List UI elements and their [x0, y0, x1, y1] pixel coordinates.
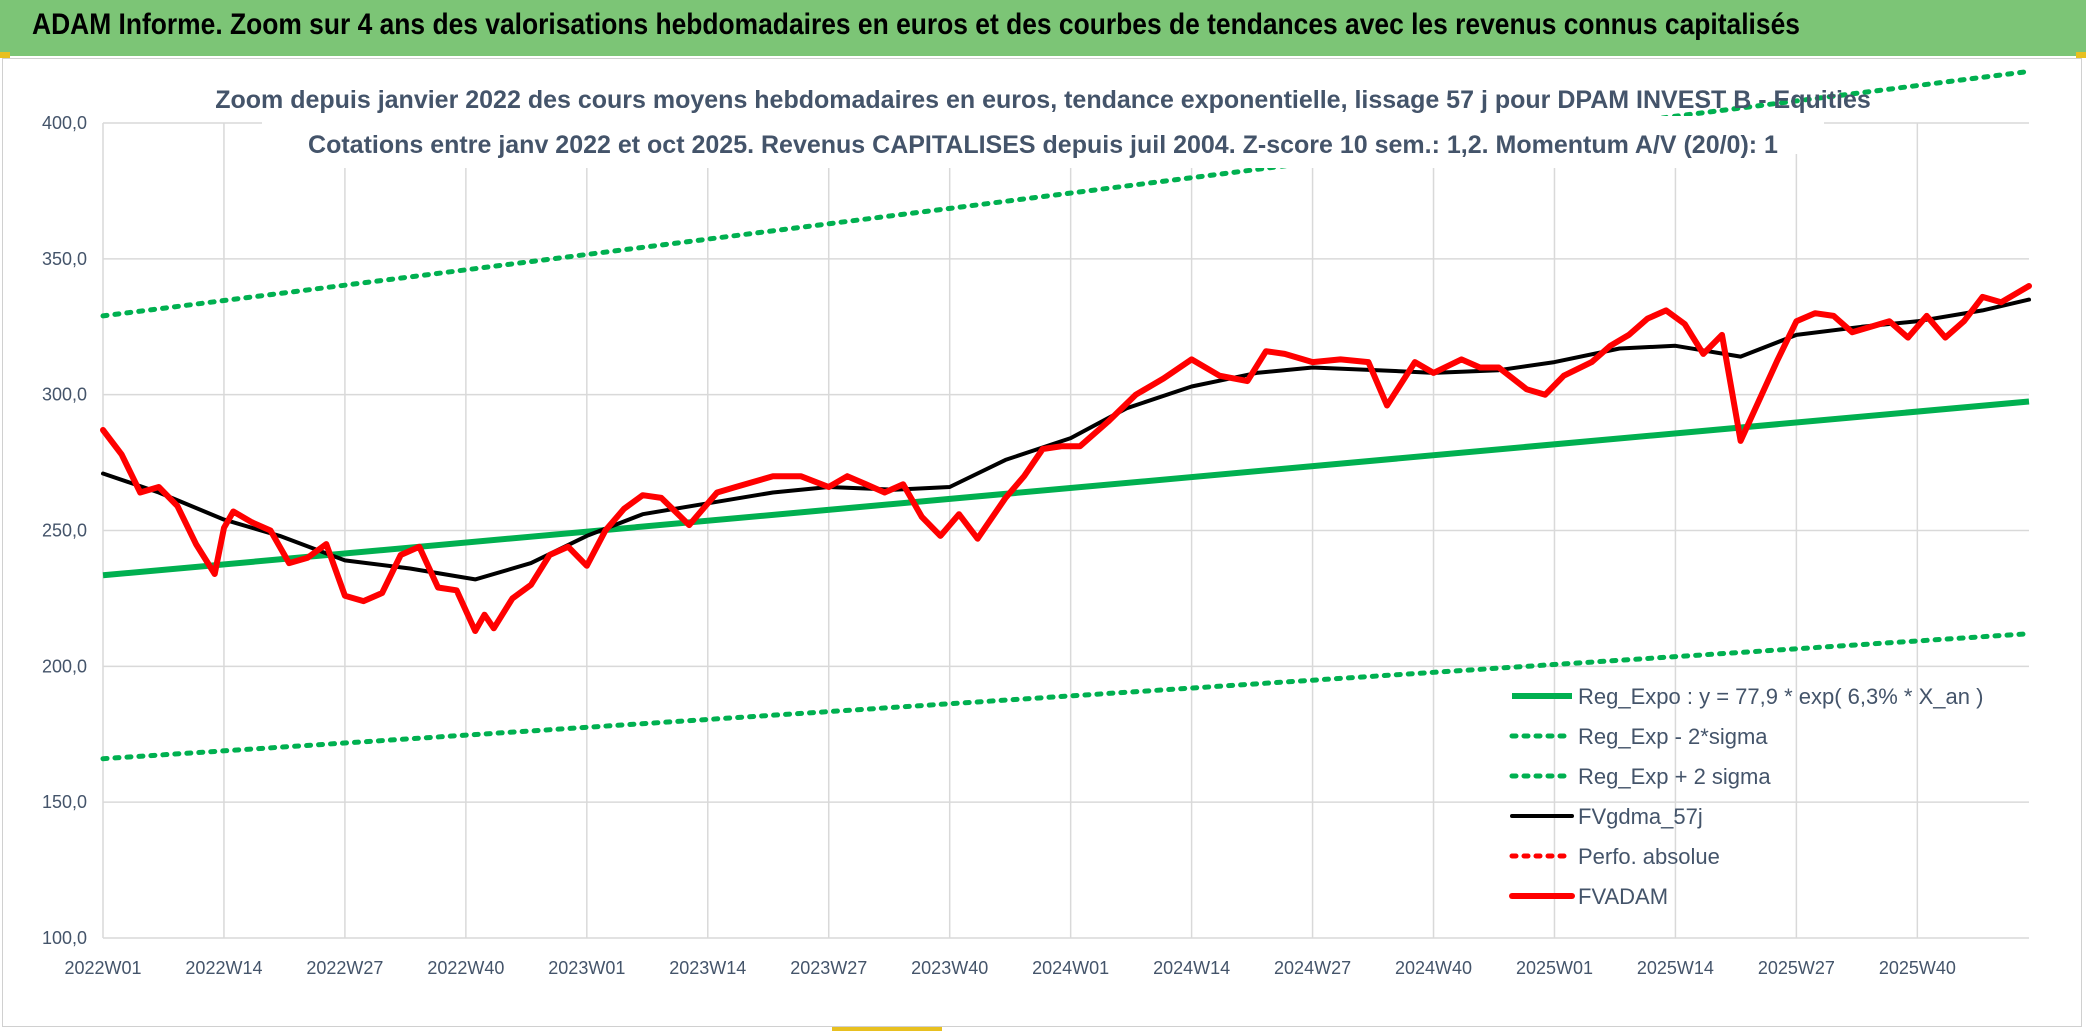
bottom-marker [832, 1027, 942, 1031]
legend-label: Reg_Expo : y = 77,9 * exp( 6,3% * X_an ) [1578, 684, 1983, 709]
x-tick-label: 2022W27 [306, 958, 383, 978]
x-tick-label: 2022W01 [64, 958, 141, 978]
x-tick-label: 2024W40 [1395, 958, 1472, 978]
x-tick-label: 2022W40 [427, 958, 504, 978]
series-line-reg-expo-y-77-9-exp-6-3- [102, 398, 2030, 579]
x-tick-label: 2023W01 [548, 958, 625, 978]
title-background [262, 116, 1824, 154]
x-tick-label: 2025W14 [1637, 958, 1714, 978]
chart-title: Zoom depuis janvier 2022 des cours moyen… [215, 86, 1871, 114]
y-axis: 100,0 150,0 200,0 250,0 300,0 350,0 400,0 [42, 113, 87, 948]
x-tick-label: 2025W01 [1516, 958, 1593, 978]
x-tick-label: 2023W27 [790, 958, 867, 978]
x-tick-label: 2023W14 [669, 958, 746, 978]
y-tick-label: 150,0 [42, 792, 87, 812]
legend-label: Perfo. absolue [1578, 844, 1720, 869]
y-tick-label: 400,0 [42, 113, 87, 133]
series-line-reg-exp-2-sigma [100, 68, 2032, 319]
y-tick-label: 300,0 [42, 385, 87, 405]
x-tick-label: 2024W01 [1032, 958, 1109, 978]
x-tick-label: 2023W40 [911, 958, 988, 978]
chart-subtitle: Cotations entre janv 2022 et oct 2025. R… [308, 131, 1778, 159]
x-tick-label: 2024W14 [1153, 958, 1230, 978]
x-tick-label: 2022W14 [185, 958, 262, 978]
x-tick-label: 2025W40 [1879, 958, 1956, 978]
y-tick-label: 100,0 [42, 928, 87, 948]
series-layer [100, 68, 2032, 762]
series-line-reg-exp-2-sigma [100, 631, 2032, 762]
legend-label: Reg_Exp + 2 sigma [1578, 764, 1771, 789]
y-tick-label: 250,0 [42, 521, 87, 541]
x-tick-label: 2025W27 [1758, 958, 1835, 978]
x-tick-label: 2024W27 [1274, 958, 1351, 978]
subtitle-background [330, 152, 1760, 168]
legend-label: FVADAM [1578, 884, 1668, 909]
legend-label: Reg_Exp - 2*sigma [1578, 724, 1768, 749]
report-banner: ADAM Informe. Zoom sur 4 ans des valoris… [0, 0, 2086, 59]
legend-label: FVgdma_57j [1578, 804, 1703, 829]
chart-legend: Reg_Expo : y = 77,9 * exp( 6,3% * X_an )… [1509, 684, 1983, 909]
x-axis: 2022W01 2022W14 2022W27 2022W40 2023W01 2023W… [64, 958, 1955, 978]
banner-corner-left [0, 52, 10, 58]
report-title: ADAM Informe. Zoom sur 4 ans des valoris… [32, 8, 1800, 41]
y-tick-label: 350,0 [42, 249, 87, 269]
chart-frame [2, 58, 2082, 1027]
y-tick-label: 200,0 [42, 656, 87, 676]
series-line-fvadam [100, 283, 2032, 634]
chart-grid [102, 122, 2029, 939]
banner-corner-right [2076, 52, 2086, 58]
